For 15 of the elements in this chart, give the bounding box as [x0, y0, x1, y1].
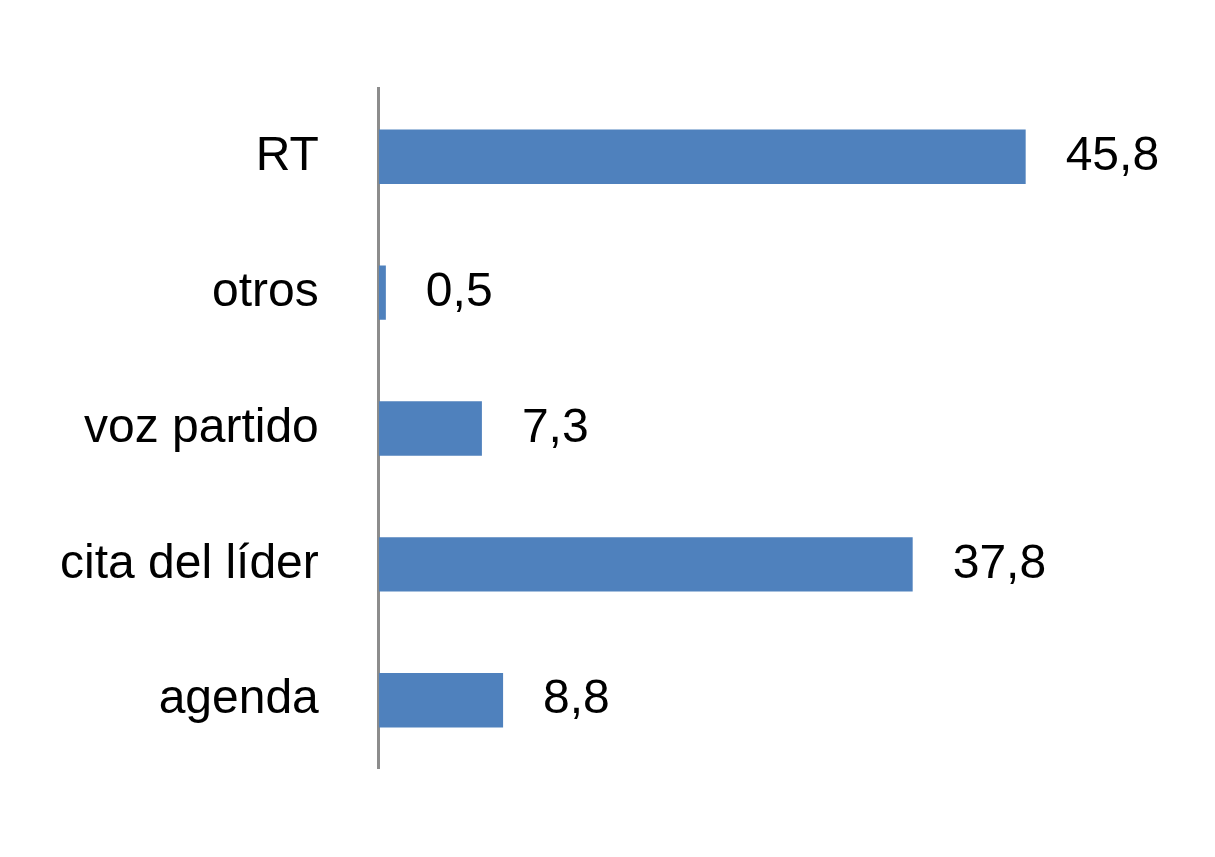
y-tick-label: cita del líder	[60, 534, 319, 588]
data-label: 45,8	[1065, 126, 1160, 180]
bar	[378, 673, 504, 728]
data-label: 7,3	[521, 398, 589, 452]
bar	[378, 537, 913, 592]
y-tick-label: RT	[255, 126, 319, 180]
y-tick-label: voz partido	[84, 398, 319, 452]
bar	[378, 265, 386, 320]
y-tick-label: agenda	[158, 670, 320, 724]
bar	[378, 129, 1026, 184]
data-label: 0,5	[425, 262, 493, 316]
bar	[378, 401, 482, 456]
data-label: 37,8	[952, 534, 1047, 588]
data-label: 8,8	[543, 670, 610, 724]
y-tick-label: otros	[212, 262, 319, 316]
